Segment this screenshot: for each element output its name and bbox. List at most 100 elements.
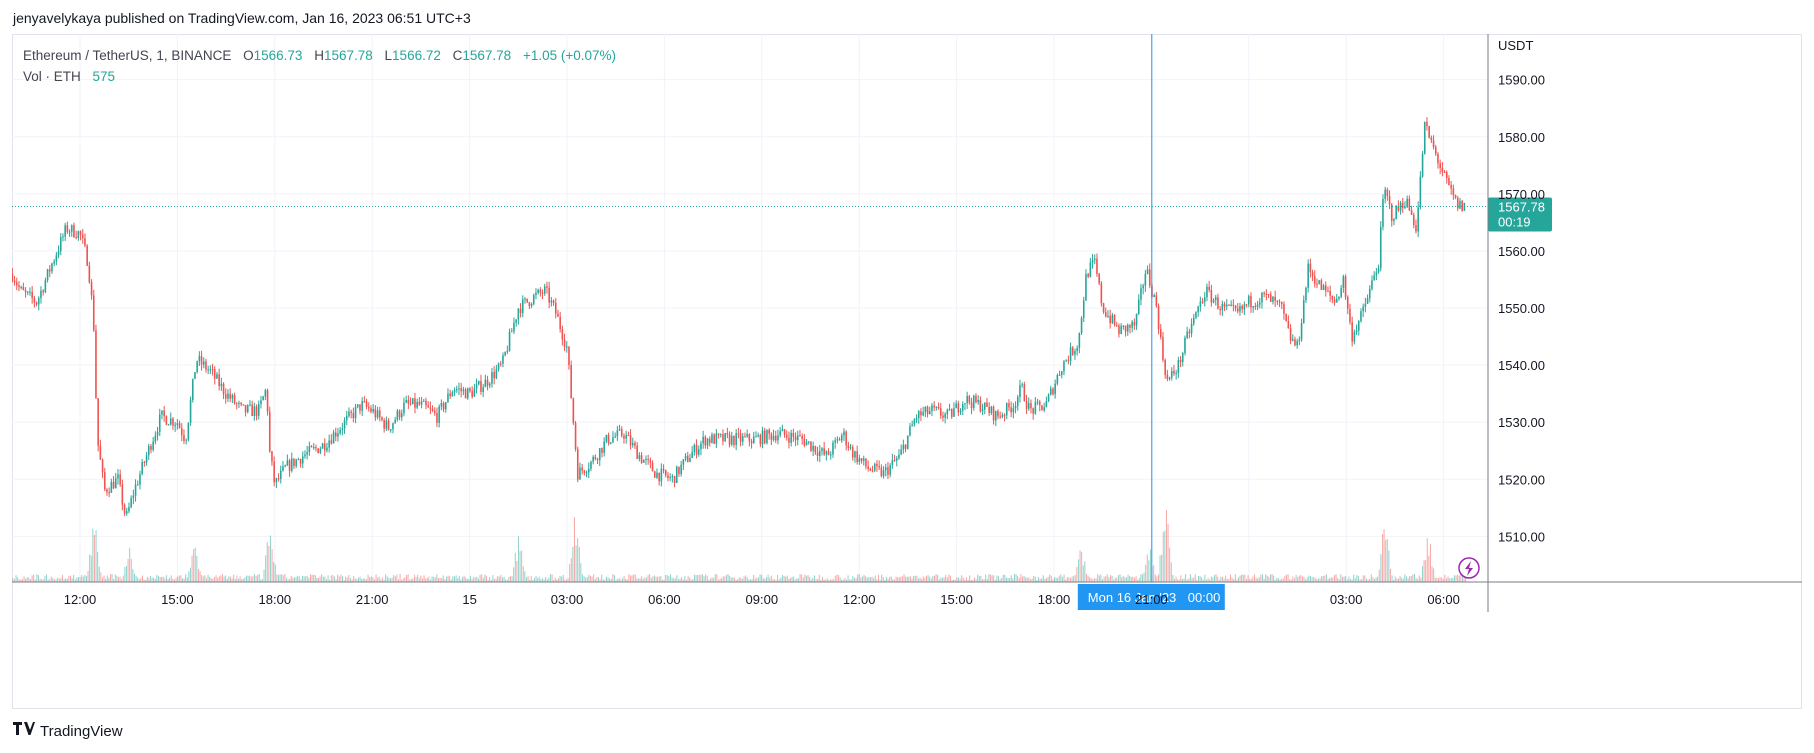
candle-body — [521, 299, 524, 313]
candle-body — [1421, 153, 1424, 177]
candle-body — [928, 411, 931, 414]
volume-bar — [255, 575, 257, 582]
candle-body — [774, 435, 777, 441]
candle-body — [84, 238, 86, 246]
candle-body — [361, 401, 363, 411]
candle-body — [1091, 260, 1094, 263]
volume-bar — [533, 577, 535, 582]
volume-bar — [849, 579, 851, 582]
volume-bar — [143, 579, 145, 582]
candle-body — [480, 380, 482, 392]
candle-body — [359, 404, 361, 411]
volume-bar — [321, 574, 323, 582]
volume-bar — [725, 574, 727, 582]
candle-body — [561, 329, 564, 340]
volume-bar — [652, 576, 654, 582]
volume-bar — [1415, 578, 1417, 582]
volume-bar — [85, 575, 87, 582]
candle-body — [860, 458, 863, 461]
candle-body — [293, 458, 295, 467]
x-tick-label: 12:00 — [843, 592, 876, 607]
volume-bar — [335, 579, 337, 582]
candle-body — [581, 467, 583, 471]
candle-body — [156, 431, 159, 436]
volume-bar — [1313, 576, 1315, 582]
volume-bar — [322, 576, 324, 582]
volume-bar — [1453, 575, 1455, 582]
candle-body — [55, 255, 58, 262]
candle-body — [306, 452, 308, 455]
volume-bar — [634, 574, 636, 582]
volume-bar — [684, 576, 686, 582]
volume-bar — [487, 579, 489, 582]
candle-body — [163, 410, 165, 417]
candle-body — [887, 467, 889, 475]
candle-body — [46, 269, 49, 281]
volume-bar — [1033, 575, 1035, 582]
crosshair-date-label: Mon 16 Jan '23 — [1088, 590, 1177, 605]
candle-body — [354, 406, 357, 419]
candle-body — [1274, 296, 1276, 301]
candle-body — [279, 470, 282, 479]
candle-body — [649, 460, 652, 463]
candle-body — [1003, 414, 1006, 416]
volume-bar — [905, 576, 907, 582]
volume-label[interactable]: Vol · ETH — [23, 69, 81, 84]
volume-bar — [1329, 577, 1331, 582]
volume-bar — [1247, 575, 1249, 582]
candle-body — [1093, 258, 1096, 261]
volume-bar — [959, 578, 961, 582]
volume-bar — [572, 546, 574, 582]
candle-body — [1197, 306, 1199, 313]
volume-bar — [689, 577, 691, 582]
candle-body — [132, 495, 135, 498]
symbol-label[interactable]: Ethereum / TetherUS, 1, BINANCE — [23, 48, 232, 63]
last-price-label: 1567.78 — [1498, 200, 1545, 215]
volume-bar — [476, 576, 478, 582]
volume-bar — [82, 576, 84, 582]
volume-bar — [583, 576, 585, 582]
volume-bar — [186, 577, 188, 582]
candle-body — [939, 408, 942, 416]
volume-bar — [231, 578, 233, 582]
candle-body — [319, 448, 322, 453]
candle-body — [1126, 324, 1129, 332]
volume-bar — [578, 546, 580, 582]
candle-body — [1342, 276, 1345, 288]
candle-body — [563, 339, 566, 347]
candle-body — [990, 406, 993, 414]
candle-body — [403, 402, 405, 414]
candle-body — [59, 237, 62, 252]
volume-bar — [1332, 577, 1334, 582]
candle-body — [143, 461, 146, 463]
volume-bar — [1073, 575, 1075, 582]
candle-body — [906, 435, 909, 449]
footer-brand[interactable]: TradingView — [13, 722, 123, 740]
volume-bar — [1084, 561, 1086, 582]
volume-bar — [258, 574, 260, 582]
volume-bar — [1346, 579, 1348, 582]
candle-body — [235, 403, 238, 405]
volume-bar — [524, 571, 526, 582]
volume-bar — [1393, 579, 1395, 582]
candle-body — [920, 411, 922, 416]
volume-bar — [737, 579, 739, 582]
volume-bar — [573, 517, 575, 582]
volume-bar — [372, 577, 374, 582]
volume-bar — [1345, 576, 1347, 582]
volume-bar — [794, 579, 796, 582]
candle-body — [1333, 299, 1336, 303]
volume-bar — [330, 575, 332, 582]
candle-body — [801, 435, 803, 439]
candle-body — [1430, 137, 1433, 141]
volume-bar — [589, 575, 591, 582]
volume-bar — [1428, 555, 1430, 582]
volume-bar — [1437, 578, 1439, 582]
volume-bar — [570, 558, 572, 582]
volume-bar — [201, 575, 203, 582]
volume-bar — [324, 576, 326, 582]
volume-bar — [994, 579, 996, 582]
volume-bar — [660, 576, 662, 582]
candle-body — [44, 280, 47, 293]
